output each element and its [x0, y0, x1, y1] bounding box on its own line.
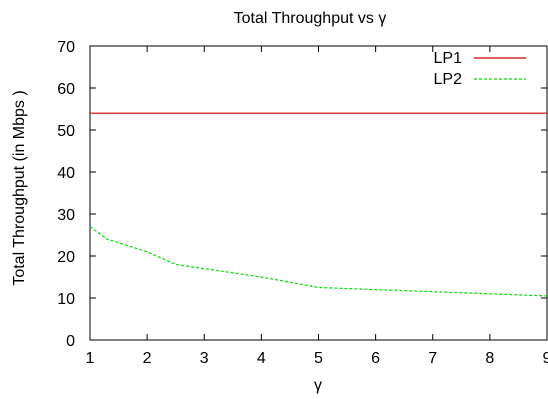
x-tick-label: 5 — [314, 350, 323, 367]
x-axis-ticks: 1 2 3 4 5 6 7 8 9 — [86, 46, 548, 367]
x-axis-label: γ — [314, 377, 322, 394]
y-tick-label: 70 — [57, 39, 75, 56]
chart-title: Total Throughput vs γ — [234, 10, 387, 27]
y-tick-label: 40 — [57, 165, 75, 182]
x-tick-label: 7 — [428, 350, 437, 367]
y-tick-label: 0 — [66, 333, 75, 350]
y-tick-label: 20 — [57, 249, 75, 266]
plot-frame — [89, 45, 548, 341]
y-tick-label: 60 — [57, 81, 75, 98]
series-layer — [89, 112, 548, 297]
x-tick-label: 9 — [543, 350, 548, 367]
y-tick-label: 10 — [57, 291, 75, 308]
y-tick-label: 50 — [57, 123, 75, 140]
y-axis-ticks: 0 10 20 30 40 50 60 70 — [57, 39, 547, 350]
y-axis-label: Total Throughput (in Mbps ) — [11, 90, 28, 285]
x-tick-label: 3 — [200, 350, 209, 367]
series-lp2-line — [89, 226, 548, 297]
x-tick-label: 1 — [86, 350, 95, 367]
x-tick-label: 6 — [371, 350, 380, 367]
x-tick-label: 4 — [257, 350, 266, 367]
x-tick-label: 8 — [485, 350, 494, 367]
y-tick-label: 30 — [57, 207, 75, 224]
x-tick-label: 2 — [143, 350, 152, 367]
legend-label-lp2: LP2 — [434, 71, 463, 88]
legend-label-lp1: LP1 — [434, 50, 463, 67]
plot-border — [89, 45, 548, 341]
